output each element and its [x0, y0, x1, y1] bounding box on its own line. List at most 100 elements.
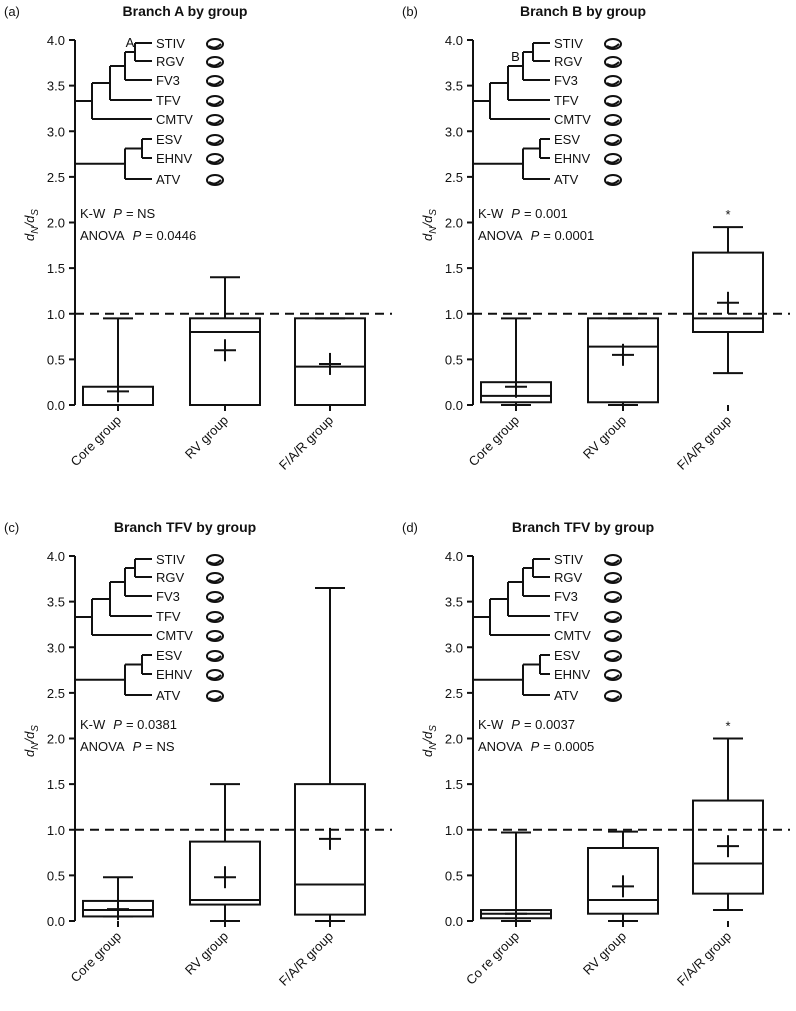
tree-leaf: RGV: [554, 54, 583, 69]
leaf-icon-detail: [208, 61, 222, 67]
y-tick-label: 2.5: [47, 686, 65, 701]
tree-leaf: FV3: [156, 589, 180, 604]
leaf-icon-detail: [208, 179, 222, 185]
stat-symbol: P: [511, 717, 520, 732]
leaf-icon: [206, 669, 224, 681]
tree-leaf: RGV: [554, 570, 583, 585]
y-tick-label: 2.5: [445, 170, 463, 185]
stat-test: K-W: [80, 206, 106, 221]
leaf-icon-detail: [208, 577, 222, 583]
x-tick-label: Core group: [68, 929, 125, 986]
leaf-icon: [206, 611, 224, 623]
box: [692, 799, 764, 895]
stat-symbol: P: [113, 717, 122, 732]
leaf-icon-detail: [606, 616, 620, 622]
tree-leaf: ESV: [554, 648, 580, 663]
stat-value: = 0.0001: [543, 228, 594, 243]
y-axis-label: dN/dS: [22, 725, 41, 757]
y-axis-label: dN/dS: [420, 209, 439, 241]
leaf-icon: [604, 153, 622, 165]
stat-value: = 0.0381: [126, 717, 177, 732]
leaf-icon: [206, 630, 224, 642]
leaf-icon-detail: [208, 100, 222, 106]
y-axis-label: dN/dS: [22, 209, 41, 241]
stat-test: ANOVA: [478, 228, 523, 243]
branch-label: B: [511, 49, 520, 64]
stat-symbol: P: [531, 228, 540, 243]
panel: (b) Branch B by group dN/dS 0.0 0.5 1.0 1.5 2.0…: [402, 3, 790, 473]
stat-line: ANOVA P = 0.0001: [478, 228, 594, 243]
y-tick-label: 3.0: [47, 640, 65, 655]
significance: *: [725, 207, 730, 222]
leaf-icon-detail: [606, 119, 620, 125]
leaf-icon-detail: [606, 635, 620, 641]
y-tick-label: 1.5: [445, 261, 463, 276]
tree-leaf: EHNV: [554, 151, 590, 166]
y-tick-label: 1.5: [47, 777, 65, 792]
x-tick-label: Core group: [466, 413, 523, 470]
y-label-part: /d: [22, 215, 37, 228]
leaf-icon: [604, 38, 622, 50]
leaf-icon-detail: [208, 80, 222, 86]
tree-leaf: FV3: [554, 589, 578, 604]
leaf-icon: [206, 153, 224, 165]
x-tick-label: F/A/R group: [674, 929, 734, 989]
x-tick-label: Core group: [68, 413, 125, 470]
leaf-icon: [604, 134, 622, 146]
stat-line: ANOVA P = 0.0005: [478, 739, 594, 754]
y-tick-label: 2.5: [445, 686, 463, 701]
leaf-icon-detail: [606, 61, 620, 67]
stat-value: = 0.0446: [145, 228, 196, 243]
stat-test: ANOVA: [478, 739, 523, 754]
x-tick-label: RV group: [580, 413, 629, 462]
stat-line: K-W P = 0.0381: [80, 717, 177, 732]
panel: (d) Branch TFV by group dN/dS 0.0 0.5 1.0 1.5 2…: [402, 519, 790, 989]
stat-symbol: P: [113, 206, 122, 221]
leaf-icon: [206, 75, 224, 87]
tree-leaf: STIV: [554, 552, 583, 567]
y-label-part: S: [30, 209, 41, 216]
y-tick-label: 1.0: [445, 307, 463, 322]
tree-leaf: RGV: [156, 570, 185, 585]
x-tick-label: RV group: [182, 929, 231, 978]
y-label-part: N: [428, 742, 439, 750]
chart-title: Branch B by group: [520, 3, 646, 19]
y-label-part: d: [420, 233, 435, 241]
y-axis-label: dN/dS: [420, 725, 439, 757]
panel: (a) Branch A by group dN/dS 0.0 0.5 1.0 1.5 2.0…: [4, 3, 392, 473]
y-tick-label: 3.5: [445, 79, 463, 94]
y-tick-label: 2.0: [445, 732, 463, 747]
x-tick-label: F/A/R group: [276, 413, 336, 473]
leaf-icon: [604, 572, 622, 584]
y-tick-label: 4.0: [445, 33, 463, 48]
panel-label: (a): [4, 4, 20, 19]
leaf-icon-detail: [208, 695, 222, 701]
y-label-part: d: [22, 233, 37, 241]
leaf-icon-detail: [606, 577, 620, 583]
x-tick-label: F/A/R group: [276, 929, 336, 989]
y-tick-label: 3.5: [445, 595, 463, 610]
leaf-icon-detail: [208, 158, 222, 164]
y-tick-label: 0.0: [445, 398, 463, 413]
leaf-icon-detail: [606, 695, 620, 701]
branch-label: A: [126, 35, 135, 50]
tree-leaf: RGV: [156, 54, 185, 69]
tree-leaf: EHNV: [156, 667, 192, 682]
tree-leaf: FV3: [156, 73, 180, 88]
leaf-icon: [206, 95, 224, 107]
stat-symbol: P: [511, 206, 520, 221]
leaf-icon: [604, 611, 622, 623]
stat-line: K-W P = 0.001: [478, 206, 568, 221]
y-tick-label: 1.5: [445, 777, 463, 792]
leaf-icon-detail: [606, 596, 620, 602]
y-tick-label: 3.0: [445, 124, 463, 139]
leaf-icon-detail: [606, 559, 620, 565]
y-tick-label: 1.0: [47, 823, 65, 838]
leaf-icon-detail: [208, 119, 222, 125]
y-label-part: /d: [420, 731, 435, 744]
y-tick-label: 0.5: [47, 352, 65, 367]
y-tick-label: 2.0: [47, 732, 65, 747]
y-label-part: d: [22, 749, 37, 757]
y-tick-label: 4.0: [47, 549, 65, 564]
tree-leaf: TFV: [554, 609, 579, 624]
